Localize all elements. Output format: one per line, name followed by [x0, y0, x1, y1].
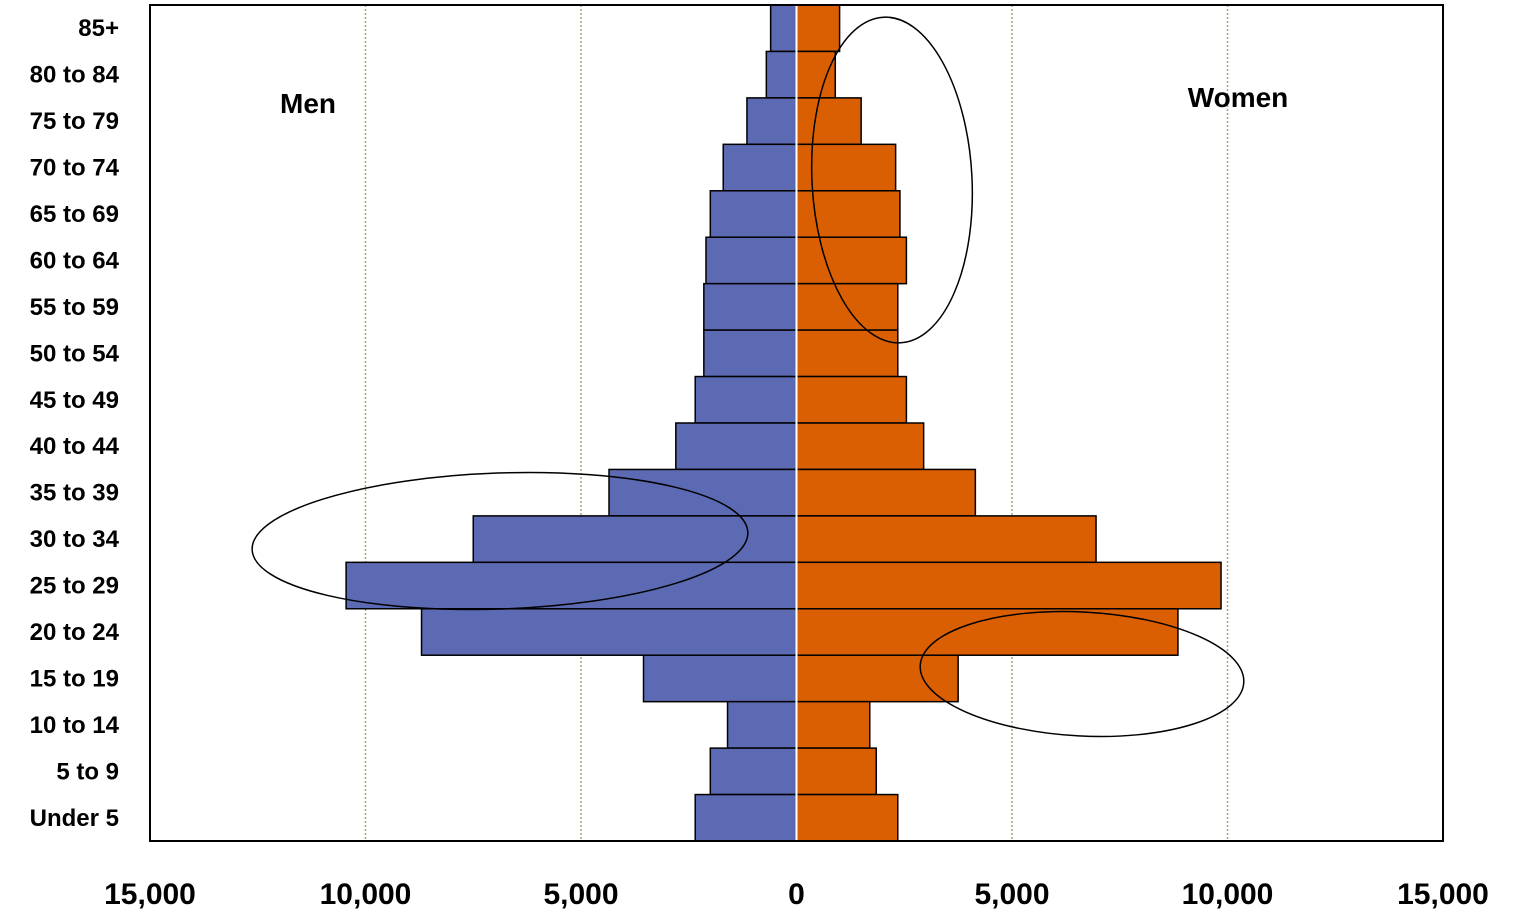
- bar-men: [769, 4, 798, 53]
- series-label-women: Women: [1188, 82, 1289, 113]
- x-tick-labels: 15,000 10,000 5,000 0 5,000 10,000 15,000: [104, 878, 1489, 911]
- bar-women: [795, 700, 871, 749]
- bar-women: [795, 375, 908, 424]
- annotation-ellipse-men-young: [251, 471, 749, 611]
- bar-men: [703, 329, 798, 378]
- bar-women: [795, 468, 977, 517]
- category-label: 70 to 74: [30, 155, 120, 182]
- grid-lines: [364, 5, 1229, 841]
- bar-men: [345, 561, 798, 610]
- bar-men: [709, 190, 798, 238]
- bar-women: [795, 654, 959, 703]
- bar-men: [709, 747, 798, 796]
- plot-frame: [149, 4, 1444, 842]
- x-tick-label: 10,000: [320, 878, 412, 911]
- bar-men: [703, 282, 798, 331]
- x-tick-label: 0: [788, 878, 805, 911]
- category-label: 5 to 9: [56, 758, 119, 785]
- bar-men: [705, 236, 798, 285]
- bar-men: [726, 700, 798, 749]
- category-labels: 85+ 80 to 84 75 to 79 70 to 74 65 to 69 60 to…: [30, 15, 120, 832]
- x-tick-label: 15,000: [1397, 878, 1489, 911]
- bar-women: [795, 190, 901, 238]
- category-label: 30 to 34: [30, 526, 120, 553]
- category-label: 65 to 69: [30, 201, 119, 228]
- bar-men: [675, 422, 798, 471]
- bar-women: [795, 515, 1097, 564]
- bar-women: [795, 422, 925, 471]
- category-label: 10 to 14: [30, 712, 120, 739]
- category-label: 40 to 44: [30, 433, 120, 460]
- bar-women: [795, 4, 841, 53]
- x-tick-label: 10,000: [1182, 878, 1274, 911]
- category-label: 60 to 64: [30, 247, 120, 274]
- category-label: Under 5: [30, 805, 119, 832]
- bar-men: [722, 143, 798, 192]
- category-label: 35 to 39: [30, 480, 119, 507]
- category-label: 45 to 49: [30, 387, 119, 414]
- category-label: 15 to 19: [30, 665, 119, 692]
- bar-men: [608, 468, 798, 517]
- category-label: 55 to 59: [30, 294, 119, 321]
- category-label: 85+: [78, 15, 119, 42]
- bar-women: [795, 561, 1222, 610]
- bar-men: [765, 50, 798, 99]
- annotation-ellipses: [251, 16, 1245, 738]
- category-label: 75 to 79: [30, 108, 119, 135]
- x-tick-label: 5,000: [543, 878, 618, 911]
- series-label-men: Men: [280, 88, 336, 119]
- annotation-ellipse-women-young: [919, 610, 1245, 738]
- bars: [345, 4, 1222, 842]
- category-label: 80 to 84: [30, 62, 120, 89]
- bar-men: [694, 793, 798, 842]
- bar-women: [795, 50, 837, 99]
- category-label: 20 to 24: [30, 619, 120, 646]
- bar-women: [795, 747, 877, 796]
- bar-women: [795, 97, 862, 146]
- category-label: 25 to 29: [30, 573, 119, 600]
- bar-men: [642, 654, 798, 703]
- bar-men: [694, 375, 798, 424]
- category-label: 50 to 54: [30, 340, 120, 367]
- bar-men: [472, 515, 798, 564]
- x-tick-label: 5,000: [974, 878, 1049, 911]
- bar-women: [795, 793, 899, 842]
- bar-women: [795, 329, 899, 378]
- annotation-ellipse-women-older: [810, 16, 974, 344]
- bar-women: [795, 608, 1179, 656]
- bar-women: [795, 236, 908, 285]
- bar-men: [420, 608, 798, 656]
- bar-men: [746, 97, 798, 146]
- x-tick-label: 15,000: [104, 878, 196, 911]
